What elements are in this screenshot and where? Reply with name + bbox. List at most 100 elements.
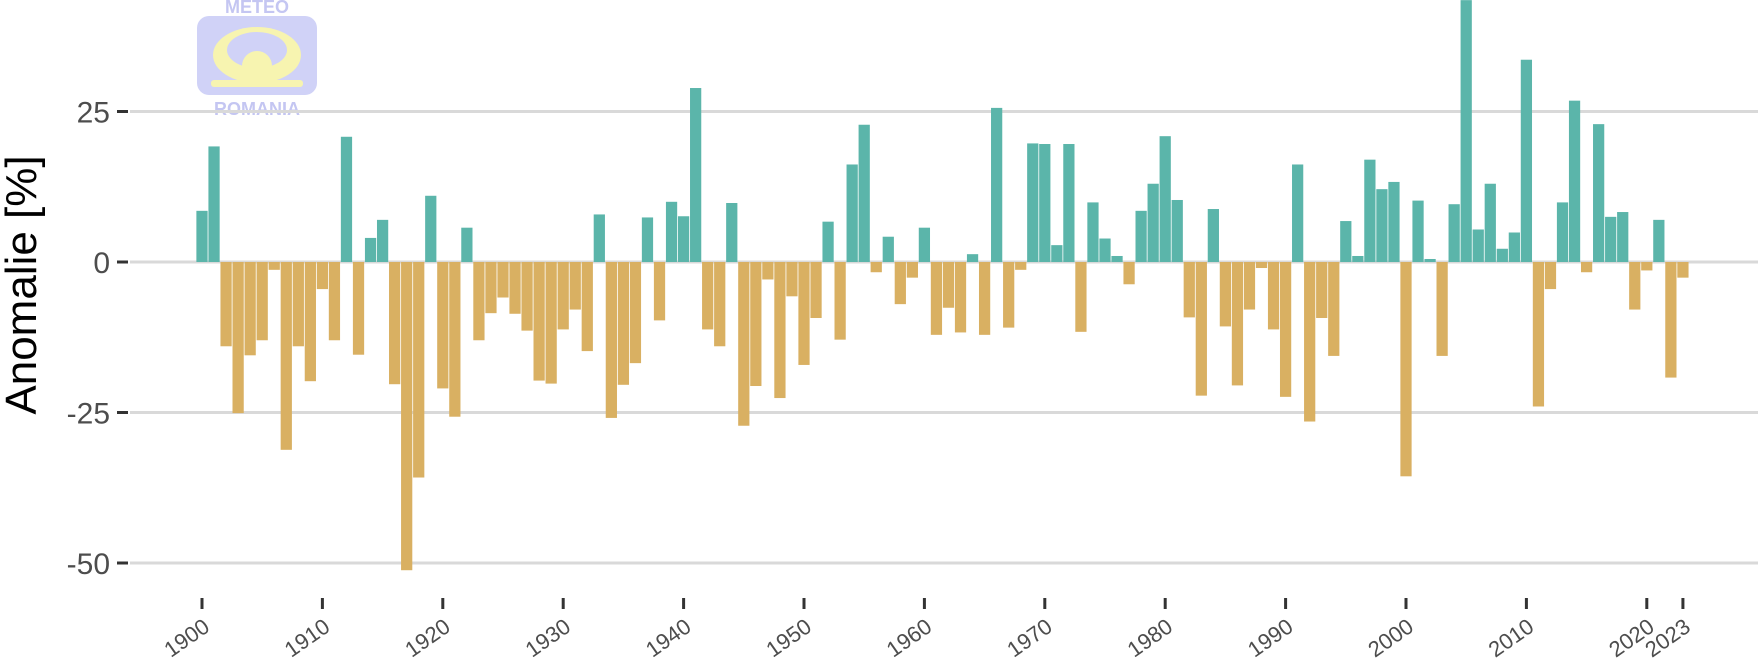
x-tick-label: 2010 (1484, 614, 1538, 663)
bar-1969 (1027, 143, 1039, 262)
bar-1956 (870, 262, 882, 273)
bar-1974 (1087, 202, 1099, 262)
bar-1942 (702, 262, 714, 330)
bar-1911 (328, 262, 341, 341)
x-tick-label: 1930 (521, 614, 575, 663)
logo-bottom-text: ROMANIA (214, 99, 300, 119)
bar-1937 (641, 217, 654, 262)
bar-1965 (978, 262, 991, 335)
bar-1971 (1051, 245, 1063, 262)
bar-1902 (220, 262, 232, 347)
y-tick-label: -50 (67, 548, 110, 581)
bar-1936 (629, 262, 642, 364)
bar-1923 (473, 262, 485, 341)
bar-1905 (256, 262, 268, 341)
bar-1954 (846, 164, 858, 262)
bar-1982 (1183, 262, 1195, 318)
bar-1986 (1231, 262, 1244, 386)
bar-1943 (714, 262, 726, 347)
bar-1946 (750, 262, 762, 387)
bar-1918 (413, 262, 425, 478)
bar-1900 (196, 210, 208, 262)
bar-1939 (665, 201, 678, 262)
x-tick-label: 1900 (159, 614, 213, 663)
bar-1930 (557, 262, 569, 330)
bar-2018 (1617, 212, 1629, 262)
bar-1989 (1267, 262, 1280, 330)
bar-1976 (1111, 255, 1123, 262)
bar-1981 (1171, 199, 1183, 262)
x-tick-label: 1950 (761, 614, 815, 663)
x-tick-label: 1920 (400, 614, 454, 663)
bar-1903 (232, 262, 244, 414)
bar-2023 (1677, 262, 1689, 278)
bars (196, 0, 1689, 571)
bar-1938 (653, 262, 666, 321)
bar-1998 (1376, 189, 1388, 262)
bar-2002 (1424, 258, 1436, 262)
bar-1912 (340, 136, 353, 262)
bar-1916 (389, 262, 401, 385)
bar-2016 (1593, 124, 1605, 262)
bar-1975 (1099, 238, 1111, 262)
y-tick-label: -25 (67, 398, 110, 431)
y-axis: 25 0 -25 -50 (67, 97, 128, 581)
bar-1914 (364, 237, 377, 262)
bar-1961 (930, 262, 943, 335)
bar-1934 (605, 262, 617, 418)
meteo-romania-logo: METEO ROMANIA (197, 0, 317, 119)
bar-1904 (244, 262, 256, 356)
logo-base (211, 80, 303, 87)
bar-1959 (906, 262, 918, 278)
logo-top-text: METEO (225, 0, 289, 17)
bar-1978 (1135, 210, 1147, 262)
bar-1987 (1243, 262, 1256, 310)
bar-1948 (774, 262, 786, 399)
bar-2012 (1544, 262, 1557, 290)
bar-1957 (882, 236, 894, 262)
bar-1960 (918, 227, 931, 262)
y-tick-label: 0 (93, 247, 110, 280)
bar-1972 (1063, 144, 1075, 262)
bar-1991 (1292, 164, 1304, 262)
bar-1952 (822, 221, 834, 262)
bar-1924 (485, 262, 497, 314)
bar-1920 (437, 262, 449, 389)
bar-2008 (1496, 248, 1508, 262)
x-tick-label: 1940 (641, 614, 695, 663)
bar-1980 (1159, 136, 1171, 262)
bar-1941 (690, 88, 702, 263)
bar-2014 (1568, 100, 1581, 262)
x-tick-label: 1970 (1002, 614, 1056, 663)
bar-2015 (1580, 262, 1593, 273)
bar-2001 (1412, 200, 1424, 262)
bar-1968 (1015, 262, 1027, 270)
bar-1922 (461, 227, 473, 262)
bar-1979 (1147, 183, 1159, 262)
bar-2010 (1520, 59, 1533, 263)
bar-1915 (376, 219, 389, 262)
bar-2005 (1460, 0, 1472, 262)
bar-1921 (449, 262, 461, 417)
bar-1984 (1207, 209, 1219, 262)
bar-2006 (1472, 229, 1484, 262)
x-tick-label: 1980 (1123, 614, 1177, 663)
logo-ring-inner (227, 32, 287, 68)
bar-1944 (726, 203, 738, 262)
grid-lines (130, 110, 1758, 565)
bar-1947 (762, 262, 774, 280)
bar-1990 (1279, 262, 1292, 397)
bar-2004 (1448, 204, 1460, 262)
logo-sun (242, 51, 272, 81)
bar-1983 (1195, 262, 1207, 396)
bar-1950 (798, 262, 810, 365)
bar-1993 (1316, 262, 1328, 318)
bar-1908 (292, 262, 304, 347)
bar-2003 (1436, 262, 1448, 356)
bar-1962 (942, 262, 955, 308)
bar-1994 (1328, 262, 1340, 356)
bar-1958 (894, 262, 906, 305)
bar-1953 (834, 262, 846, 340)
x-tick-label: 2000 (1363, 614, 1417, 663)
bar-1935 (617, 262, 630, 385)
